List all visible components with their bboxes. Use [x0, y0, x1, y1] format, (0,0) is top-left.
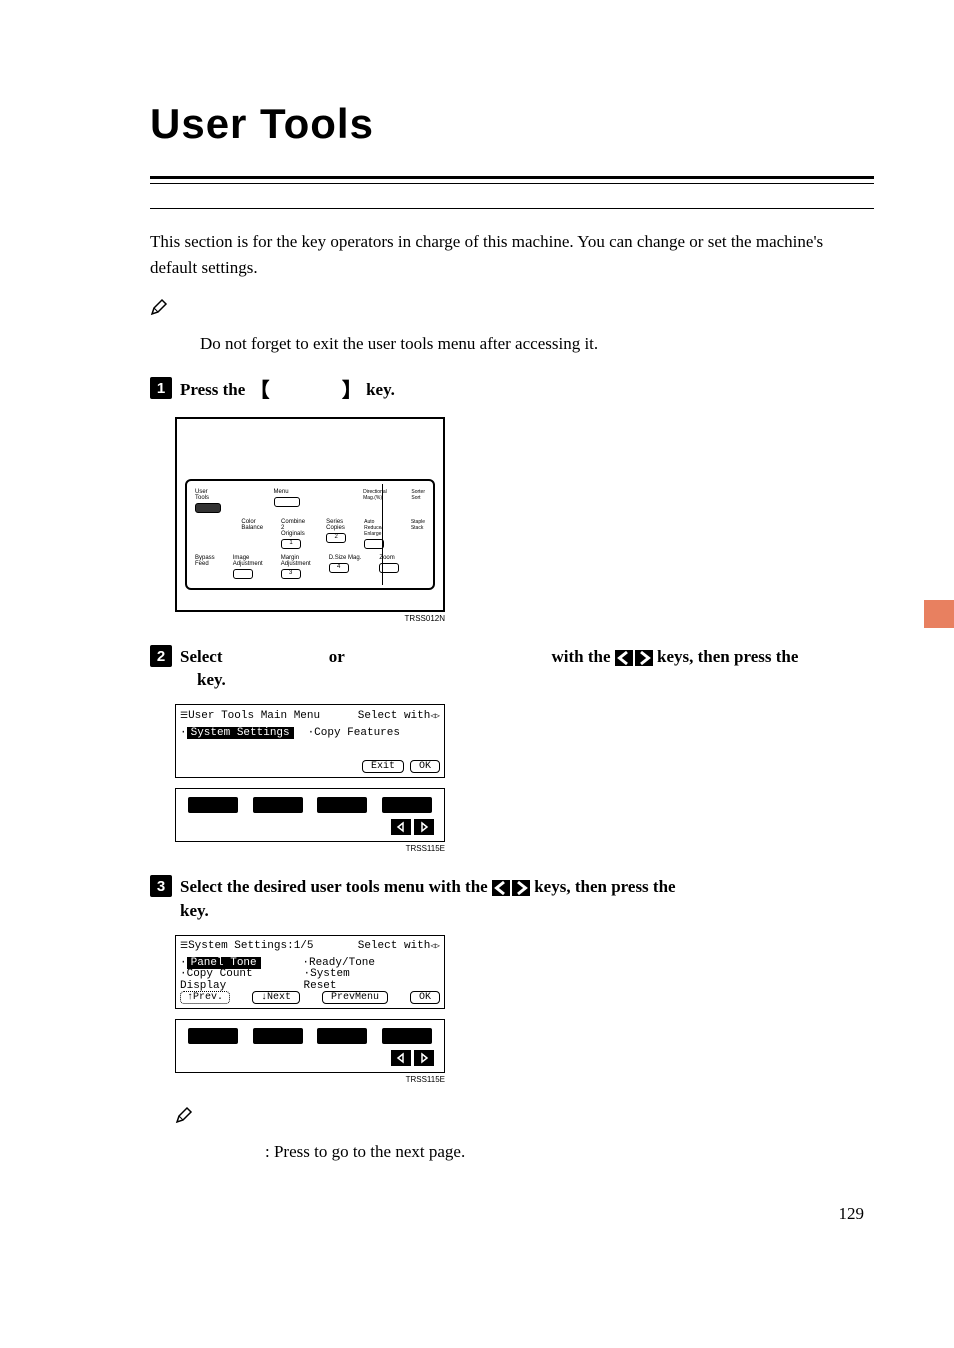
arrow-left-icon [391, 1050, 411, 1066]
step-2-text-right: with the keys, then press the [475, 647, 798, 666]
figure-panel: User Tools Menu Directional Mag.(%) Sort… [175, 417, 874, 623]
bracket-left: 【 [250, 380, 270, 402]
arrow-keys-icon [615, 650, 653, 666]
keypad [175, 788, 445, 842]
lcd-item: System Reset [304, 968, 350, 992]
arrow-right-icon [414, 819, 434, 835]
note-icon [150, 298, 168, 321]
page-title: User Tools [150, 100, 874, 148]
step-2: 2 Select or key. [150, 645, 475, 693]
step2-prefix: Select [180, 647, 227, 666]
page-number: 129 [150, 1204, 874, 1224]
note2-text: : Press to go to the next page. [265, 1139, 874, 1165]
step-3: 3 Select the desired user tools menu wit… [150, 875, 874, 923]
step-1: 1 Press the 【 】 key. [150, 377, 874, 405]
svg-text:2: 2 [157, 648, 165, 665]
panel-label: ImageAdjustment [233, 555, 263, 567]
panel-label: User Tools [195, 489, 221, 501]
lcd-item: Copy Features [314, 727, 400, 739]
panel-label: Stack [411, 525, 424, 531]
lcd-screen: ☰User Tools Main Menu Select with◁▷ ·Sys… [175, 704, 445, 778]
panel-label: Menu [274, 489, 289, 495]
divider [150, 183, 874, 184]
keypad [175, 1019, 445, 1073]
intro-text: This section is for the key operators in… [150, 229, 874, 280]
lcd-header: System Settings:1/5 [188, 940, 313, 952]
lcd-ok-button: OK [410, 991, 440, 1004]
panel-label: D.Size Mag. [329, 555, 362, 561]
panel-label: Directional Mag.(%) [363, 489, 393, 501]
step-1-text: Press the 【 】 key. [180, 377, 395, 405]
panel-label: SeriesCopies [326, 519, 345, 531]
lcd-exit-button: Exit [362, 760, 404, 773]
lcd-item-selected: System Settings [187, 727, 294, 739]
figure-caption: TRSS115E [175, 844, 445, 853]
panel-label: Combine2 Originals [281, 519, 308, 537]
panel-label: ColorBalance [241, 519, 263, 531]
lcd-item: Copy Count Display [180, 968, 253, 992]
panel-label: BypassFeed [195, 555, 215, 567]
step3-end: key. [180, 901, 209, 920]
step-number-icon: 2 [150, 645, 172, 672]
arrow-left-icon [391, 819, 411, 835]
lcd-next-button: ↓Next [252, 991, 300, 1004]
divider [150, 176, 874, 179]
section-tab [924, 600, 954, 628]
bracket-right: 】 [342, 380, 362, 402]
arrow-right-icon [414, 1050, 434, 1066]
step2-end: keys, then press the [653, 647, 799, 666]
step1-prefix: Press the [180, 379, 250, 398]
lcd-screen: ☰System Settings:1/5 Select with◁▷ ·Pane… [175, 935, 445, 1009]
step-number-icon: 3 [150, 875, 172, 902]
figure-lcd1: ☰User Tools Main Menu Select with◁▷ ·Sys… [175, 704, 874, 853]
lcd-header: User Tools Main Menu [188, 710, 320, 722]
lcd-ok-button: OK [410, 760, 440, 773]
step1-suffix: key. [362, 379, 395, 398]
step-number-icon: 1 [150, 377, 172, 404]
lcd-prev-button: ↑Prev. [180, 991, 230, 1004]
note-text: Do not forget to exit the user tools men… [200, 331, 874, 357]
figure-caption: TRSS012N [175, 614, 445, 623]
panel-label: Auto Reduce/Enlarge [364, 519, 393, 537]
note-icon [175, 1106, 193, 1129]
panel-label: MarginAdjustment [281, 555, 311, 567]
section-divider [150, 208, 874, 209]
lcd-header-right: Select with [358, 710, 431, 722]
figure-lcd2: ☰System Settings:1/5 Select with◁▷ ·Pane… [175, 935, 874, 1084]
step2-after: with the [547, 647, 615, 666]
step3-prefix: Select the desired user tools menu with … [180, 877, 492, 896]
control-panel-diagram: User Tools Menu Directional Mag.(%) Sort… [175, 417, 445, 612]
arrow-keys-icon [492, 880, 530, 896]
lcd-header-right: Select with [358, 940, 431, 952]
panel-label: Sort [411, 495, 420, 501]
svg-text:1: 1 [157, 380, 165, 397]
step2-middle: or [324, 647, 344, 666]
step-2-text: Select or key. [180, 645, 345, 693]
svg-text:3: 3 [157, 878, 165, 895]
step2-line2: key. [193, 670, 226, 689]
figure-caption: TRSS115E [175, 1075, 445, 1084]
step-3-text: Select the desired user tools menu with … [180, 875, 676, 923]
lcd-prevmenu-button: PrevMenu [322, 991, 388, 1004]
step3-middle: keys, then press the [530, 877, 676, 896]
